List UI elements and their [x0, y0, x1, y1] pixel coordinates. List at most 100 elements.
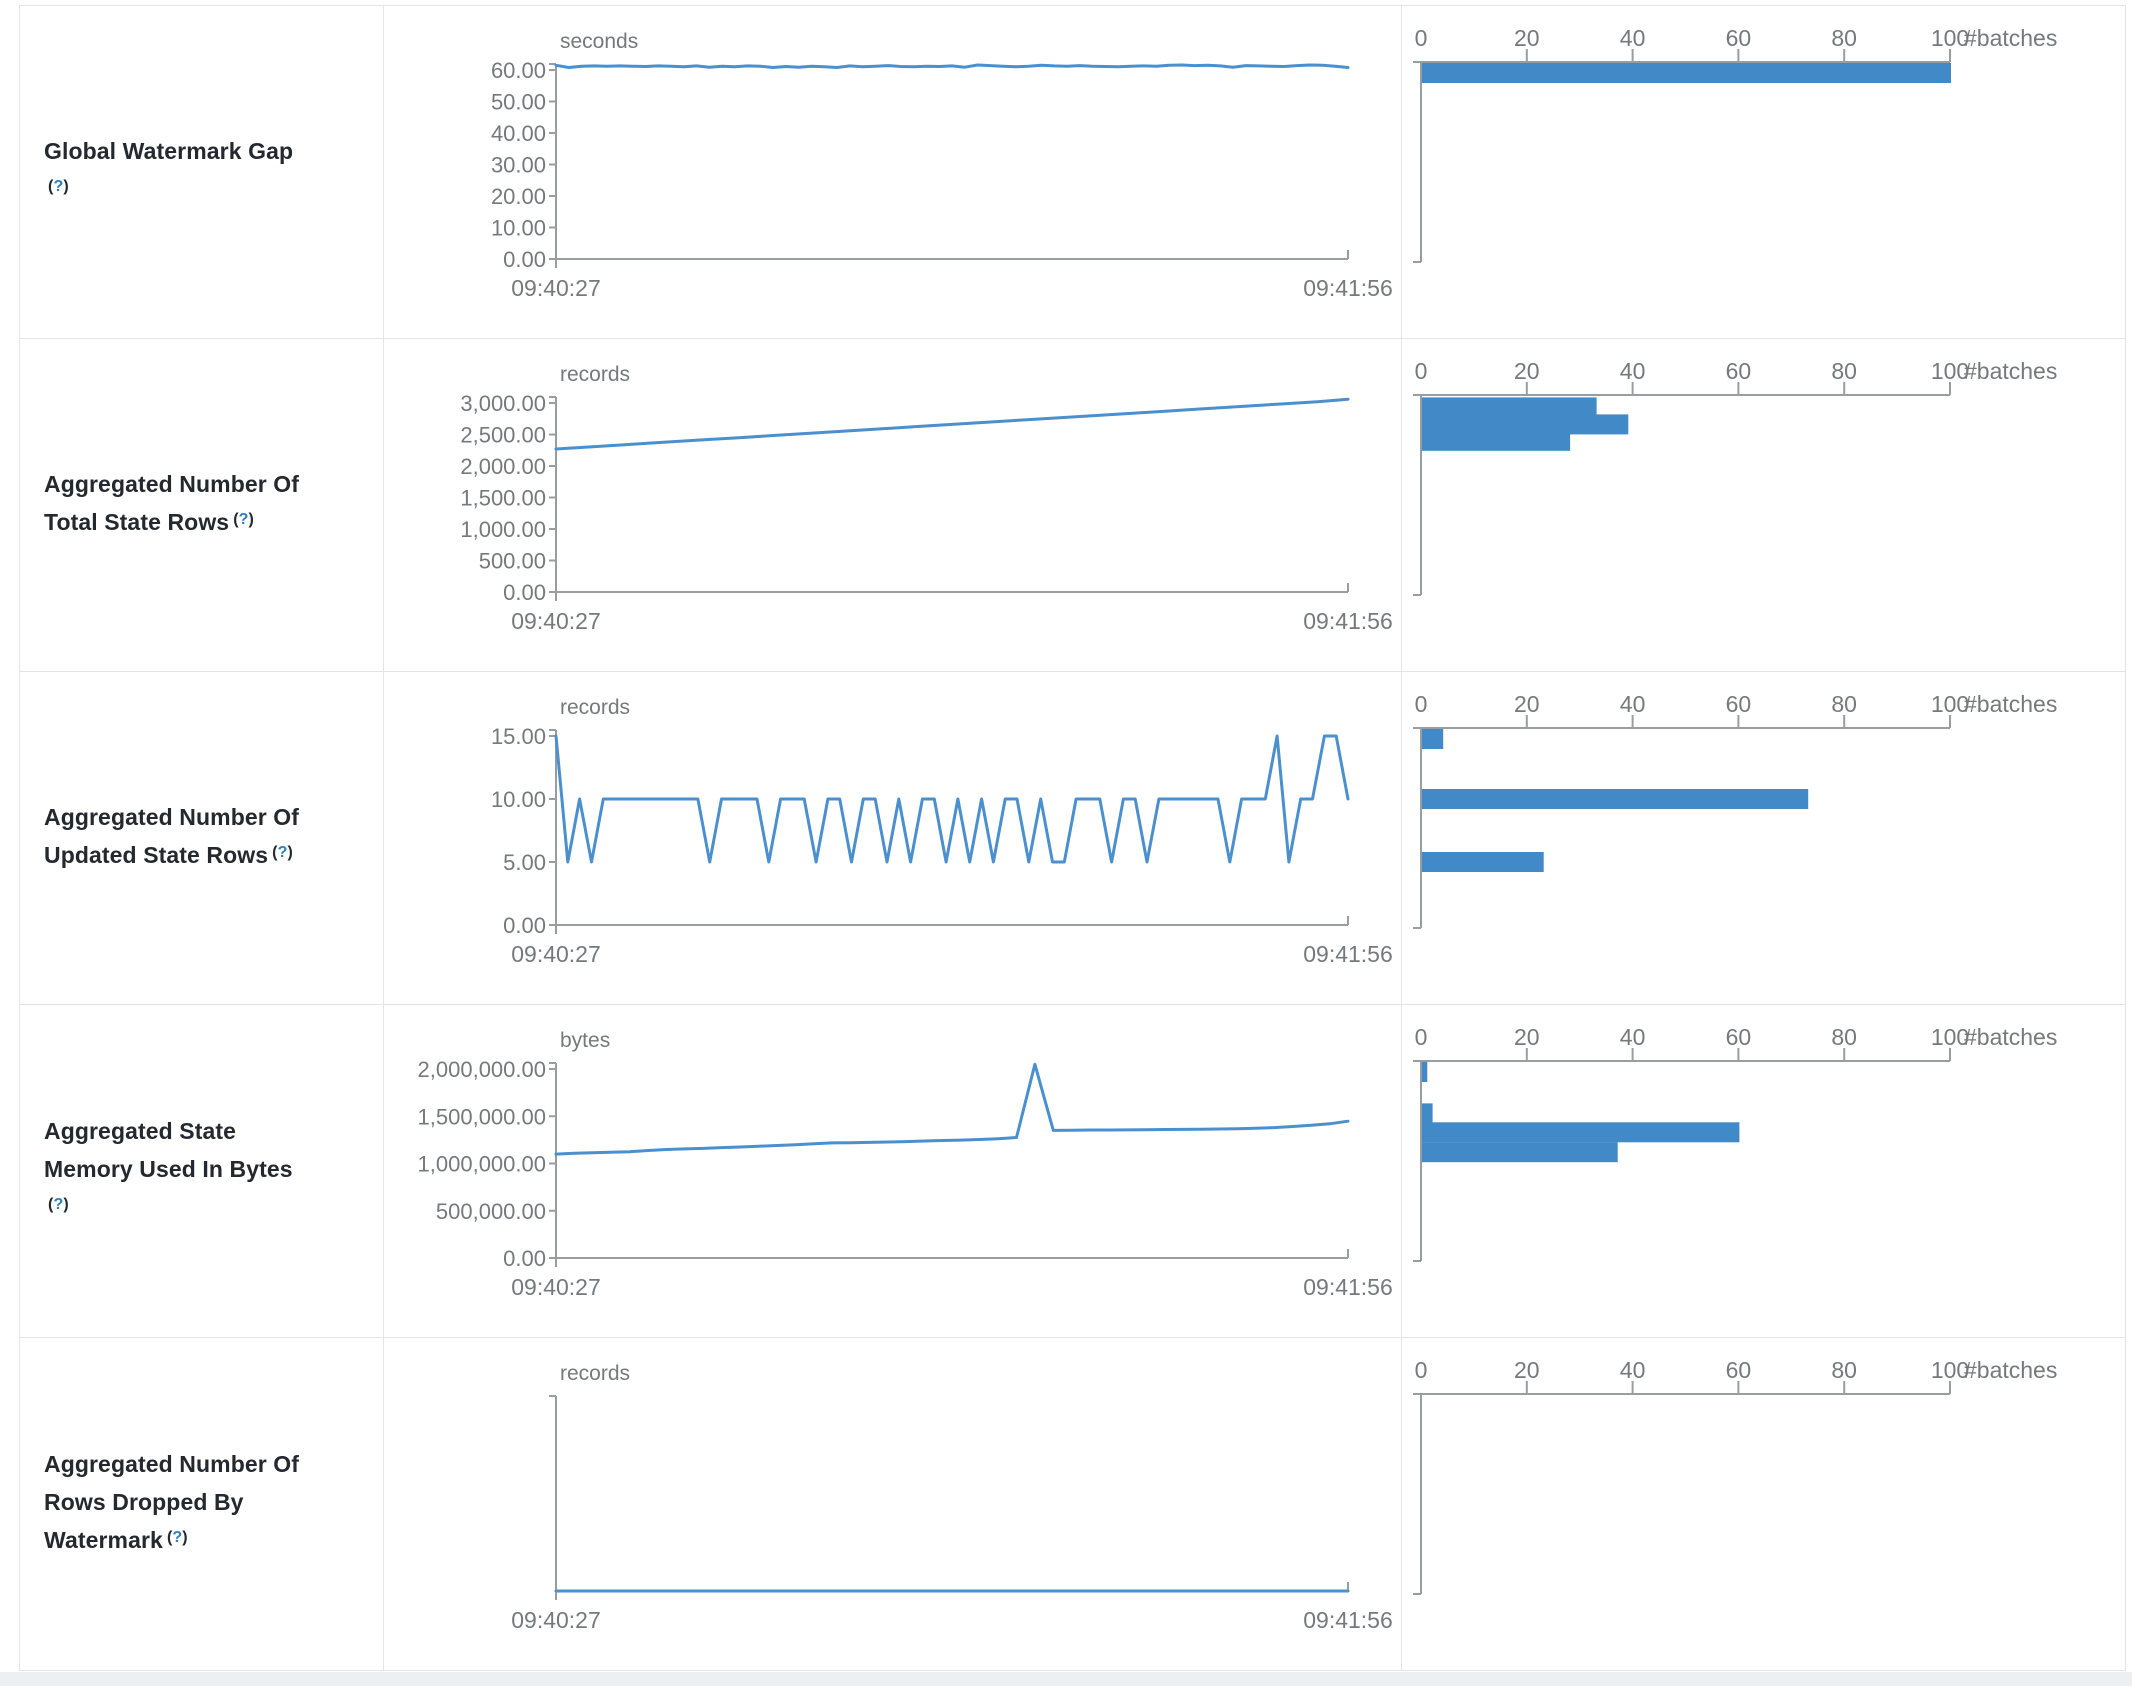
timeline-chart-svg: records 09:40:27 09:41:56	[511, 1362, 1393, 1633]
x-axis-start-label: 09:40:27	[511, 1607, 601, 1633]
metric-label-line: Aggregated Number Of	[44, 1451, 300, 1477]
timeline-chart-cell: records 09:40:27 09:41:56	[384, 1338, 1402, 1670]
metric-label-line: Memory Used In Bytes	[44, 1156, 293, 1182]
hist-tick-label: 0	[1415, 1024, 1428, 1050]
hist-unit-label: #batches	[1964, 358, 2057, 384]
timeline-chart-cell: bytes 2,000,000.00 1,500,000.00 1,000,000.0…	[384, 1005, 1402, 1337]
hist-bar	[1422, 1142, 1618, 1163]
hist-tick-label: 100	[1931, 358, 1969, 384]
timeline-unit-label: bytes	[560, 1029, 610, 1052]
hist-tick-label: 40	[1620, 25, 1646, 51]
hist-bar	[1422, 729, 1444, 749]
timeline-chart-cell: records 3,000.00 2,500.00 2,000.00 1,500.00 1…	[384, 339, 1402, 671]
metric-row-aggregated-total-state-rows: Aggregated Number Of Total State Rows (?) …	[20, 339, 2125, 672]
timeline-unit-label: records	[560, 1362, 630, 1385]
hist-tick-label: 40	[1620, 691, 1646, 717]
question-mark-icon: ?	[53, 178, 64, 195]
hist-tick-label: 60	[1726, 25, 1752, 51]
hist-tick-label: 20	[1514, 1024, 1540, 1050]
histogram-svg: 0 20 40 60 80 100#batches	[1413, 691, 2057, 929]
hist-tick-label: 0	[1415, 691, 1428, 717]
hist-tick-label: 100	[1931, 1024, 1969, 1050]
metric-label-cell: Aggregated State Memory Used In Bytes (?)	[20, 1005, 384, 1337]
timeline-unit-label: records	[560, 363, 630, 386]
y-axis-tick-label: 1,000,000.00	[418, 1152, 546, 1177]
metric-help-link[interactable]: (?)	[166, 1529, 188, 1546]
metric-label-cell: Aggregated Number Of Total State Rows (?)	[20, 339, 384, 671]
metric-row-aggregated-state-memory-used: Aggregated State Memory Used In Bytes (?) …	[20, 1005, 2125, 1338]
x-axis-end-label: 09:41:56	[1303, 1274, 1393, 1300]
hist-unit-label: #batches	[1964, 1357, 2057, 1383]
hist-tick-label: 80	[1831, 358, 1857, 384]
timeline-chart-svg: records 15.00 10.00 5.00 0.00 09:40:27 09:41:5…	[491, 696, 1393, 967]
metric-row-aggregated-rows-dropped-by-watermark: Aggregated Number Of Rows Dropped By Water…	[20, 1338, 2125, 1671]
histogram-svg: 0 20 40 60 80 100#batches	[1413, 1357, 2057, 1595]
y-axis-tick-label: 0.00	[503, 1246, 546, 1271]
y-axis-tick-label: 1,500.00	[460, 486, 546, 511]
hist-tick-label: 0	[1415, 1357, 1428, 1383]
y-axis-tick-label: 10.00	[491, 787, 546, 812]
hist-bar	[1422, 397, 1597, 418]
metric-help-link[interactable]: (?)	[48, 1196, 69, 1213]
metric-label-line: Aggregated Number Of	[44, 471, 300, 497]
hist-bar	[1422, 430, 1571, 451]
histogram-chart-cell: 0 20 40 60 80 100 #batches	[1402, 672, 2129, 1004]
metric-label-line: Total State Rows (?)	[44, 509, 254, 535]
hist-tick-label: 40	[1620, 358, 1646, 384]
timeline-chart-cell: records 15.00 10.00 5.00 0.00 09:40:27 09:41:5…	[384, 672, 1402, 1004]
hist-tick-label: 80	[1831, 25, 1857, 51]
metric-label-cell: Aggregated Number Of Updated State Rows (?…	[20, 672, 384, 1004]
x-axis-end-label: 09:41:56	[1303, 275, 1393, 301]
histogram-svg: 0 20 40 60 80 100#batches	[1413, 1024, 2057, 1262]
y-axis-tick-label: 60.00	[491, 58, 546, 83]
hist-tick-label: 60	[1726, 1357, 1752, 1383]
x-axis-start-label: 09:40:27	[511, 275, 601, 301]
histogram-chart-cell: 0 20 40 60 80 100 #batches	[1402, 6, 2129, 338]
y-axis-tick-label: 5.00	[503, 850, 546, 875]
hist-bar	[1422, 852, 1544, 872]
hist-bar	[1422, 1062, 1428, 1082]
timeline-series-line	[554, 63, 1350, 69]
y-axis-tick-label: 30.00	[491, 153, 546, 178]
y-axis-tick-label: 40.00	[491, 121, 546, 146]
question-mark-icon: ?	[277, 844, 288, 861]
x-axis-start-label: 09:40:27	[511, 1274, 601, 1300]
hist-tick-label: 40	[1620, 1024, 1646, 1050]
timeline-chart-svg: records 3,000.00 2,500.00 2,000.00 1,500.00 1…	[460, 363, 1392, 634]
histogram-chart-cell: 0 20 40 60 80 100 #batches	[1402, 1338, 2129, 1670]
y-axis-tick-label: 10.00	[491, 216, 546, 241]
timeline-unit-label: seconds	[560, 30, 638, 53]
hist-bar	[1422, 63, 1951, 83]
hist-tick-label: 80	[1831, 1024, 1857, 1050]
metric-help-link[interactable]: (?)	[272, 844, 293, 861]
hist-unit-label: #batches	[1964, 25, 2057, 51]
metric-row-aggregated-updated-state-rows: Aggregated Number Of Updated State Rows (?…	[20, 672, 2125, 1005]
y-axis-tick-label: 1,000.00	[460, 517, 546, 542]
hist-tick-label: 20	[1514, 691, 1540, 717]
y-axis-tick-label: 500,000.00	[436, 1199, 546, 1224]
metric-label-line: (?)	[44, 1188, 383, 1230]
x-axis-end-label: 09:41:56	[1303, 1607, 1393, 1633]
metric-label-line: Global Watermark Gap	[44, 138, 294, 164]
hist-tick-label: 20	[1514, 25, 1540, 51]
timeline-unit-label: records	[560, 696, 630, 719]
hist-tick-label: 0	[1415, 25, 1428, 51]
y-axis-tick-label: 2,000,000.00	[418, 1057, 546, 1082]
metric-help-link[interactable]: (?)	[233, 511, 254, 528]
histogram-chart-cell: 0 20 40 60 80 100 #batches	[1402, 1005, 2129, 1337]
hist-bar	[1422, 789, 1809, 809]
hist-bar	[1422, 1103, 1433, 1124]
hist-tick-label: 60	[1726, 1024, 1752, 1050]
metric-label-line: Rows Dropped By	[44, 1489, 244, 1515]
y-axis-tick-label: 50.00	[491, 90, 546, 115]
timeline-chart-svg: seconds 60.00 50.00 40.00 30.00 20.00 10.00 0.0…	[491, 30, 1393, 301]
histogram-svg: 0 20 40 60 80 100#batches	[1413, 25, 2057, 263]
metric-help-link[interactable]: (?)	[48, 178, 69, 195]
x-axis-start-label: 09:40:27	[511, 608, 601, 634]
timeline-chart-svg: bytes 2,000,000.00 1,500,000.00 1,000,000.0…	[418, 1029, 1393, 1300]
hist-tick-label: 0	[1415, 358, 1428, 384]
y-axis-tick-label: 2,500.00	[460, 423, 546, 448]
timeline-series-line	[554, 1062, 1350, 1156]
hist-bar	[1422, 1122, 1740, 1143]
metric-row-global-watermark-gap: Global Watermark Gap (?) seconds 60.00 50.0…	[20, 6, 2125, 339]
